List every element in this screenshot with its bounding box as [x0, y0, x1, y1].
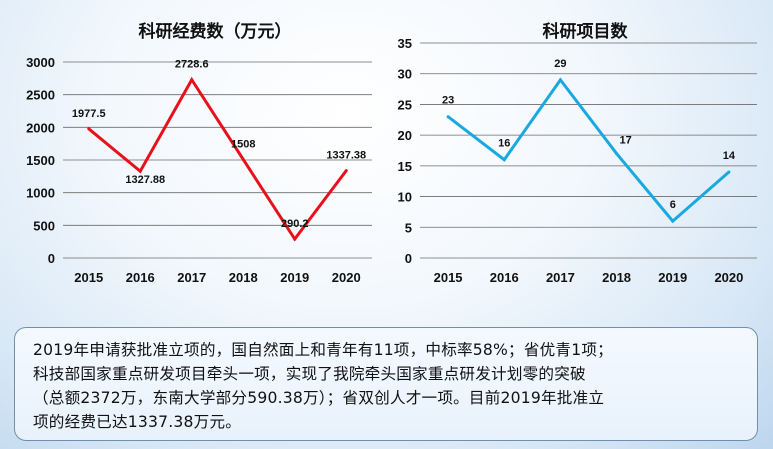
- data-label: 1508: [231, 138, 255, 150]
- data-label: 1327.88: [125, 174, 165, 186]
- y-tick-label: 5: [405, 220, 412, 235]
- data-label: 14: [723, 150, 736, 162]
- series-line: [87, 76, 348, 242]
- series-line: [447, 77, 730, 224]
- x-tick-label: 2015: [434, 270, 463, 285]
- x-tick-label: 2019: [658, 270, 687, 285]
- x-tick-label: 2020: [332, 270, 361, 285]
- data-point: [344, 169, 348, 173]
- y-tick-label: 35: [398, 36, 412, 51]
- y-tick-label: 30: [398, 67, 412, 82]
- y-tick-label: 2000: [26, 120, 55, 135]
- x-tick-label: 2019: [280, 270, 309, 285]
- data-point: [615, 152, 619, 156]
- x-tick-label: 2016: [126, 270, 155, 285]
- x-tick-label: 2015: [74, 270, 103, 285]
- data-label: 6: [670, 199, 676, 211]
- y-tick-label: 1500: [26, 153, 55, 168]
- y-tick-label: 25: [398, 97, 412, 112]
- data-point: [727, 170, 731, 174]
- x-tick-label: 2017: [177, 270, 206, 285]
- data-point: [241, 157, 245, 161]
- data-label: 29: [554, 58, 566, 70]
- x-tick-label: 2018: [602, 270, 631, 285]
- data-label: 290.2: [281, 218, 309, 230]
- summary-note-line: 项的经费已达1337.38万元。: [33, 413, 242, 431]
- data-point: [502, 158, 506, 162]
- chart-title: 科研经费数（万元）: [139, 21, 292, 41]
- funding-chart: 科研经费数（万元） 0 500 1000 1500 2000 2500 3000 2015 201…: [10, 14, 382, 304]
- y-tick-label: 1000: [26, 186, 55, 201]
- y-tick-label: 15: [398, 159, 412, 174]
- summary-note: 2019年申请获批准立项的，国自然面上和青年有11项，中标率58%；省优青1项；…: [14, 327, 758, 441]
- x-tick-label: 2017: [546, 270, 575, 285]
- summary-note-line: 科技部国家重点研发项目牵头一项，实现了我院牵头国家重点研发计划零的突破: [33, 365, 586, 383]
- chart-title: 科研项目数: [543, 21, 629, 41]
- y-tick-label: 20: [398, 128, 412, 143]
- data-label: 1977.5: [72, 108, 106, 120]
- summary-note-line: 2019年申请获批准立项的，国自然面上和青年有11项，中标率58%；省优青1项；: [33, 341, 613, 359]
- data-label: 1337.38: [326, 150, 366, 162]
- data-point: [671, 219, 675, 223]
- data-label: 2728.6: [175, 59, 209, 71]
- data-point: [293, 237, 297, 241]
- chart-svg: 科研经费数（万元） 0 500 1000 1500 2000 2500 3000 2015 201…: [26, 21, 372, 285]
- summary-note-line: （总额2372万，东南大学部分590.38万）；省双创人才一项。目前2019年批…: [33, 389, 605, 407]
- x-tick-label: 2020: [714, 270, 743, 285]
- x-tick-label: 2016: [490, 270, 519, 285]
- data-point: [558, 78, 562, 82]
- data-point: [138, 169, 142, 173]
- y-tick-label: 2500: [26, 88, 55, 103]
- y-tick-label: 500: [33, 218, 55, 233]
- x-tick-label: 2018: [229, 270, 258, 285]
- data-label: 17: [619, 135, 631, 147]
- y-tick-label: 0: [405, 251, 412, 266]
- data-label: 23: [442, 95, 454, 107]
- data-point: [87, 127, 91, 131]
- data-label: 16: [498, 138, 510, 150]
- projects-chart: 科研项目数 0 5 10 15 20 25 30 35 2015 2016 2017 2018 2019 2…: [382, 14, 762, 304]
- y-tick-label: 3000: [26, 55, 55, 70]
- chart-svg: 科研项目数 0 5 10 15 20 25 30 35 2015 2016 2017 2018 2019 2…: [398, 21, 757, 285]
- data-point: [446, 115, 450, 119]
- y-tick-label: 10: [398, 190, 412, 205]
- data-point: [190, 78, 194, 82]
- y-tick-label: 0: [48, 251, 55, 266]
